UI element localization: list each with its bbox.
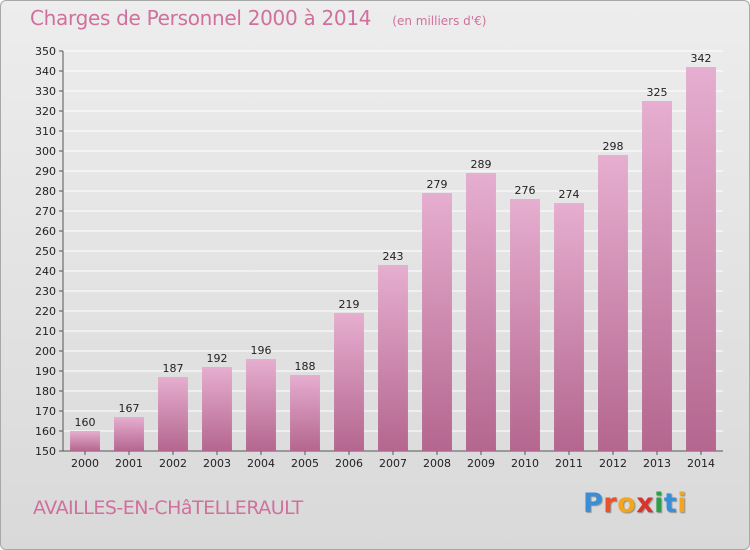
data-label-2008: 279: [427, 178, 448, 191]
logo-letter: x: [636, 488, 655, 519]
y-tick-label: 190: [35, 365, 56, 378]
data-label-2007: 243: [383, 250, 404, 263]
x-tick-label-2002: 2002: [159, 457, 187, 470]
y-tick-label: 250: [35, 245, 56, 258]
x-tick-label-2014: 2014: [687, 457, 715, 470]
x-tick-label-2013: 2013: [643, 457, 671, 470]
logo-letter: i: [654, 488, 664, 519]
y-tick-label: 350: [35, 45, 56, 58]
data-label-2005: 188: [295, 360, 316, 373]
y-tick-label: 270: [35, 205, 56, 218]
y-tick-label: 180: [35, 385, 56, 398]
bar-2013: [642, 101, 672, 451]
y-tick-label: 210: [35, 325, 56, 338]
commune-name: AVAILLES-EN-CHâTELLERAULT: [33, 497, 303, 519]
bar-2009: [466, 173, 496, 451]
chart-title: Charges de Personnel 2000 à 2014: [30, 6, 372, 30]
x-tick-label-2004: 2004: [247, 457, 275, 470]
y-tick-label: 200: [35, 345, 56, 358]
bar-2008: [422, 193, 452, 451]
labels: 150 160 170 180 190 200 210 220 230 240 250 260 270 2…: [35, 45, 715, 470]
bar-2003: [202, 367, 232, 451]
data-label-2012: 298: [603, 140, 624, 153]
bar-2004: [246, 359, 276, 451]
x-tick-label-2001: 2001: [115, 457, 143, 470]
data-label-2014: 342: [691, 52, 712, 65]
x-tick-label-2005: 2005: [291, 457, 319, 470]
bar-2010: [510, 199, 540, 451]
data-label-2009: 289: [471, 158, 492, 171]
y-tick-label: 320: [35, 105, 56, 118]
data-label-2001: 167: [119, 402, 140, 415]
logo-letter: P: [583, 488, 604, 519]
x-tick-label-2006: 2006: [335, 457, 363, 470]
bar-2001: [114, 417, 144, 451]
x-tick-label-2003: 2003: [203, 457, 231, 470]
x-tick-label-2008: 2008: [423, 457, 451, 470]
data-label-2003: 192: [207, 352, 228, 365]
x-tick-label-2012: 2012: [599, 457, 627, 470]
proxiti-logo: Proxiti: [583, 488, 687, 519]
logo-letter: t: [663, 488, 678, 519]
logo-letter: i: [677, 488, 688, 519]
data-label-2010: 276: [515, 184, 536, 197]
y-tick-label: 330: [35, 85, 56, 98]
bars: [70, 67, 716, 451]
y-tick-label: 280: [35, 185, 56, 198]
y-tick-label: 230: [35, 285, 56, 298]
x-tick-label-2010: 2010: [511, 457, 539, 470]
data-label-2011: 274: [559, 188, 580, 201]
bar-2011: [554, 203, 584, 451]
y-tick-label: 340: [35, 65, 56, 78]
title-row: Charges de Personnel 2000 à 2014 (en mil…: [30, 6, 486, 30]
bar-2000: [70, 431, 100, 451]
bar-2002: [158, 377, 188, 451]
data-label-2000: 160: [75, 416, 96, 429]
x-tick-label-2007: 2007: [379, 457, 407, 470]
x-tick-label-2011: 2011: [555, 457, 583, 470]
data-label-2002: 187: [163, 362, 184, 375]
y-tick-label: 240: [35, 265, 56, 278]
y-tick-label: 260: [35, 225, 56, 238]
chart-subtitle: (en milliers d'€): [392, 14, 487, 28]
y-tick-label: 160: [35, 425, 56, 438]
y-tick-label: 290: [35, 165, 56, 178]
x-tick-label-2009: 2009: [467, 457, 495, 470]
bar-2006: [334, 313, 364, 451]
logo-letter: r: [603, 488, 618, 519]
x-tick-label-2000: 2000: [71, 457, 99, 470]
y-tick-label: 300: [35, 145, 56, 158]
bar-2012: [598, 155, 628, 451]
y-tick-label: 310: [35, 125, 56, 138]
bar-2005: [290, 375, 320, 451]
bar-2007: [378, 265, 408, 451]
data-label-2013: 325: [647, 86, 668, 99]
y-tick-label: 220: [35, 305, 56, 318]
y-tick-label: 170: [35, 405, 56, 418]
data-label-2006: 219: [339, 298, 360, 311]
data-label-2004: 196: [251, 344, 272, 357]
bar-2014: [686, 67, 716, 451]
y-tick-label: 150: [35, 445, 56, 458]
logo-letter: o: [617, 488, 637, 519]
